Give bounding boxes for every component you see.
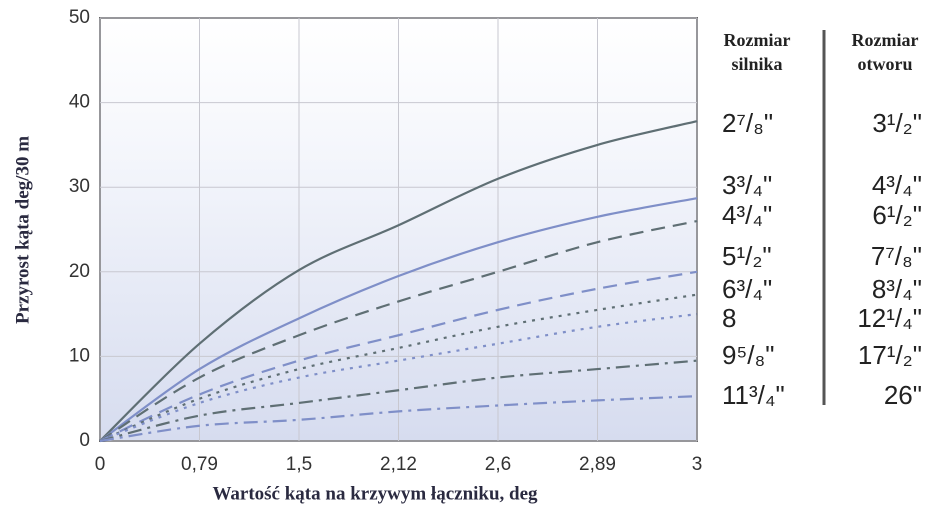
x-tick-label: 1,5 [286,454,312,475]
series-line [99,293,698,443]
hole-size-label: 4³/₄" [872,170,922,200]
legend-label: 8 [722,303,736,333]
y-tick-label: 30 [69,176,90,197]
series-line [99,270,698,442]
legend-label: 2⁷/₈" [722,108,773,138]
y-tick-label: 40 [69,92,90,113]
legend-label: 4³/₄" [722,200,772,230]
x-tick-label: 0,79 [181,454,218,475]
y-tick-label: 50 [69,7,90,28]
hole-size-label: 17¹/₂" [858,340,922,370]
hole-size-label: 6¹/₂" [872,200,922,230]
x-tick-label: 0 [95,454,106,475]
legend-header: Rozmiar [852,30,919,50]
hole-size-label: 8³/₄" [872,274,922,304]
hole-size-label: 3¹/₂" [872,108,922,138]
series-line [99,197,698,442]
legend-label: 5¹/₂" [722,241,772,271]
legend-header: silnika [731,54,782,74]
y-axis-label: Przyrost kąta deg/30 m [12,136,33,324]
y-tick-label: 10 [69,345,90,366]
series-line [99,219,698,442]
legend-label: 9⁵/₈" [722,340,774,370]
legend-label: 6³/₄" [722,274,772,304]
legend-header: otworu [858,54,913,74]
legend-label: 11³/₄" [722,380,785,410]
y-tick-label: 0 [79,430,90,451]
series-line [99,120,698,442]
x-tick-label: 2,6 [485,454,511,475]
hole-size-label: 7⁷/₈" [871,241,922,271]
legend-header: Rozmiar [724,30,791,50]
series-line [99,359,698,443]
x-tick-label: 2,89 [579,454,616,475]
legend-label: 3³/₄" [722,170,772,200]
series-line [99,395,698,443]
x-tick-label: 3 [692,454,703,475]
x-tick-label: 2,12 [380,454,417,475]
hole-size-label: 26" [884,380,922,410]
x-axis-label: Wartość kąta na krzywym łączniku, deg [212,483,538,504]
y-tick-label: 20 [69,261,90,282]
hole-size-label: 12¹/₄" [857,303,922,333]
